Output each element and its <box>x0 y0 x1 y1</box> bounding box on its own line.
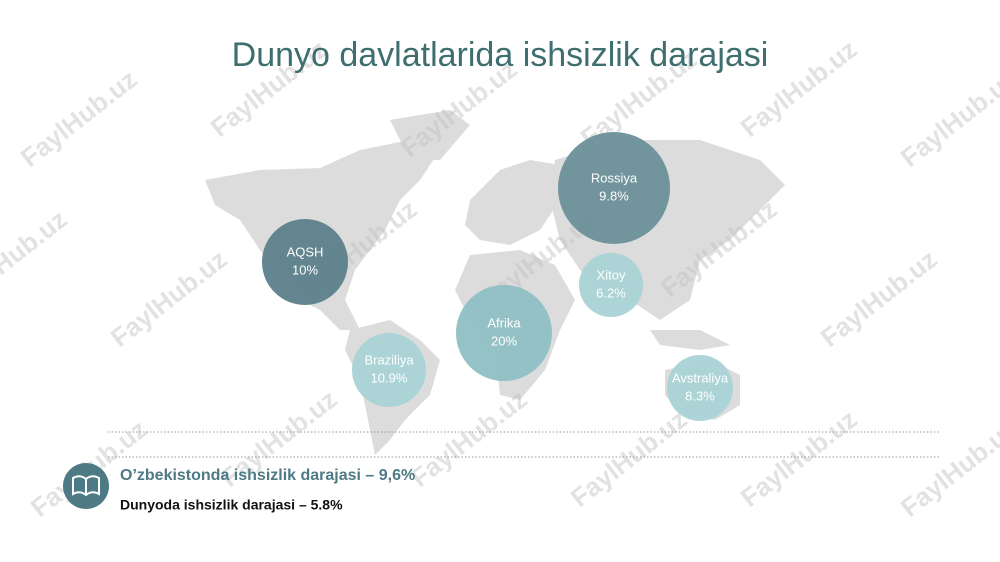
indonesia <box>650 330 730 350</box>
greenland <box>390 110 470 160</box>
country-bubble <box>667 355 733 421</box>
country-bubble <box>579 253 643 317</box>
note-secondary: Dunyoda ishsizlik darajasi – 5.8% <box>120 497 343 513</box>
book-glyph <box>72 475 100 497</box>
country-bubble <box>456 285 552 381</box>
country-bubble <box>558 132 670 244</box>
bubble-name: AQSH <box>287 244 324 259</box>
europe <box>465 160 560 245</box>
bubble-value: 9.8% <box>599 188 629 203</box>
bubble-value: 6.2% <box>596 285 626 300</box>
bubble-name: Avstraliya <box>672 370 729 385</box>
bubble-value: 20% <box>491 333 517 348</box>
bubble-name: Braziliya <box>364 352 414 367</box>
bubble-value: 10.9% <box>371 370 408 385</box>
bubble-value: 8.3% <box>685 388 715 403</box>
bubble-layer: AQSH 10% Rossiya 9.8% Xitoy 6.2% Afrika 20% Braz… <box>262 132 733 421</box>
slide-title: Dunyo davlatlarida ishsizlik darajasi <box>232 36 769 74</box>
note-primary: O’zbekistonda ishsizlik darajasi – 9,6% <box>120 467 415 484</box>
country-bubble <box>262 219 348 305</box>
bubble-name: Xitoy <box>597 267 626 282</box>
book-outline <box>72 475 100 497</box>
bubble-value: 10% <box>292 262 318 277</box>
bubble-name: Rossiya <box>591 170 638 185</box>
bubble-name: Afrika <box>487 315 521 330</box>
country-bubble <box>352 333 426 407</box>
